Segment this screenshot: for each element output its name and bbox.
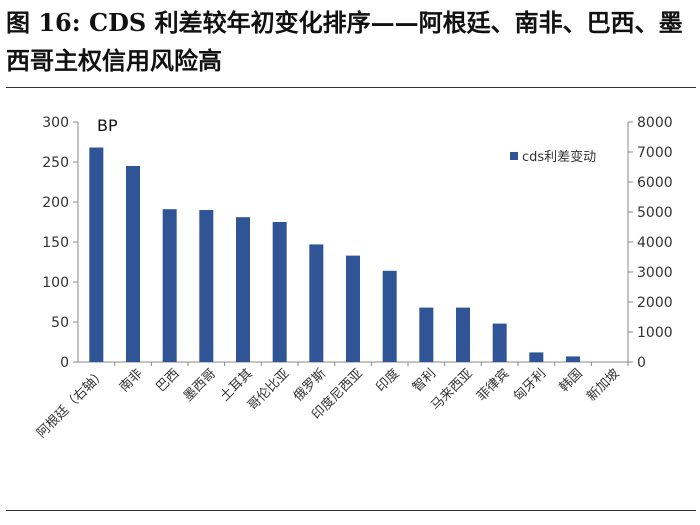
right-tick-label: 1000 — [637, 325, 673, 341]
bar — [236, 217, 250, 362]
bottom-divider — [6, 510, 696, 511]
left-tick-label: 100 — [42, 275, 69, 291]
category-label: 韩国 — [557, 366, 586, 395]
category-label: 匈牙利 — [511, 366, 549, 404]
left-tick-label: 0 — [60, 355, 69, 371]
bar — [126, 166, 140, 362]
bar — [162, 209, 177, 362]
category-label: 阿根廷（右轴） — [34, 366, 109, 441]
title-divider — [6, 87, 696, 88]
left-y-axis: 300 250 200 150 100 50 0 — [42, 115, 628, 371]
category-label: 菲律宾 — [474, 366, 513, 405]
left-tick-label: 50 — [51, 315, 69, 331]
bar — [199, 210, 214, 362]
unit-label: BP — [97, 116, 118, 135]
right-tick-label: 6000 — [637, 175, 673, 191]
bar — [529, 352, 544, 362]
bar — [346, 255, 360, 362]
category-label: 墨西哥 — [181, 366, 219, 404]
chart-title: 图 16: CDS 利差较年初变化排序——阿根廷、南非、巴西、墨西哥主权信用风险… — [6, 8, 683, 75]
left-tick-label: 250 — [42, 155, 69, 171]
left-tick-label: 200 — [42, 195, 69, 211]
category-label: 智利 — [410, 366, 439, 395]
category-label: 印度 — [373, 366, 403, 396]
right-tick-label: 5000 — [637, 205, 673, 221]
category-label: 南非 — [116, 366, 146, 396]
legend-label: cds利差变动 — [522, 149, 596, 165]
right-tick-label: 2000 — [637, 295, 673, 311]
right-y-axis: 8000 7000 6000 5000 4000 3000 2000 1000 0 — [627, 115, 673, 371]
bar — [382, 270, 397, 362]
right-tick-label: 3000 — [637, 265, 673, 281]
bar — [419, 307, 434, 362]
category-label: 巴西 — [153, 366, 182, 395]
right-tick-label: 8000 — [637, 115, 673, 131]
bar — [309, 244, 324, 362]
bar — [492, 323, 507, 362]
left-tick-label: 300 — [42, 115, 69, 131]
bar — [566, 356, 580, 362]
left-tick-label: 150 — [42, 235, 69, 251]
legend: cds利差变动 — [510, 149, 596, 165]
right-tick-label: 4000 — [637, 235, 673, 251]
category-label: 新加坡 — [584, 366, 623, 405]
bar — [272, 222, 287, 362]
bar-series — [89, 147, 580, 362]
legend-swatch — [510, 152, 518, 160]
bar — [456, 307, 470, 362]
right-tick-label: 7000 — [637, 145, 673, 161]
bar — [89, 147, 104, 362]
right-tick-label: 0 — [637, 355, 646, 371]
